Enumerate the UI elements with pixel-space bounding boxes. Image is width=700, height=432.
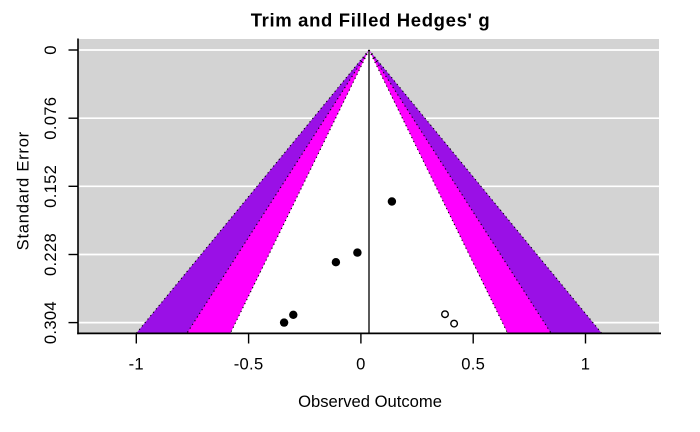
svg-text:0.304: 0.304 xyxy=(41,301,60,344)
svg-text:0.152: 0.152 xyxy=(41,165,60,208)
svg-text:Observed Outcome: Observed Outcome xyxy=(298,392,442,411)
svg-text:-0.5: -0.5 xyxy=(234,355,264,374)
svg-text:0: 0 xyxy=(356,355,366,374)
svg-text:0.076: 0.076 xyxy=(41,97,60,140)
svg-text:Trim and Filled Hedges' g: Trim and Filled Hedges' g xyxy=(251,10,491,31)
svg-text:Standard Error: Standard Error xyxy=(14,131,33,250)
svg-text:0: 0 xyxy=(41,45,60,55)
svg-text:-1: -1 xyxy=(129,355,144,374)
svg-text:1: 1 xyxy=(581,355,591,374)
svg-text:0.5: 0.5 xyxy=(461,355,485,374)
svg-text:0.228: 0.228 xyxy=(41,233,60,276)
